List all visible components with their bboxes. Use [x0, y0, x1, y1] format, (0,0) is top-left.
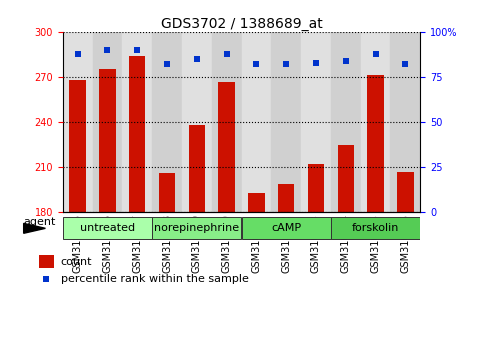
Bar	[99, 69, 115, 212]
Bar	[397, 172, 413, 212]
Bar	[152, 32, 182, 212]
Bar	[63, 217, 152, 239]
Bar	[390, 32, 420, 212]
Point	[193, 56, 201, 62]
Bar	[248, 193, 265, 212]
Point	[104, 47, 112, 53]
Bar	[70, 80, 86, 212]
Bar	[218, 81, 235, 212]
Point	[223, 51, 230, 56]
Polygon shape	[24, 223, 45, 233]
Text: cAMP: cAMP	[271, 223, 301, 233]
Point	[401, 62, 409, 67]
Bar	[308, 164, 324, 212]
Bar	[271, 32, 301, 212]
Bar	[278, 184, 294, 212]
Title: GDS3702 / 1388689_at: GDS3702 / 1388689_at	[161, 17, 322, 31]
Bar	[368, 75, 384, 212]
Bar	[242, 32, 271, 212]
Point	[312, 60, 320, 65]
Bar	[182, 32, 212, 212]
Bar	[212, 32, 242, 212]
Bar	[122, 32, 152, 212]
Text: untreated: untreated	[80, 223, 135, 233]
Point	[42, 276, 50, 282]
Bar	[93, 32, 122, 212]
Bar	[189, 125, 205, 212]
Point	[74, 51, 82, 56]
Bar	[331, 32, 361, 212]
Point	[342, 58, 350, 64]
Point	[282, 62, 290, 67]
Bar	[338, 145, 354, 212]
Text: agent: agent	[24, 217, 56, 227]
Bar	[152, 217, 242, 239]
Point	[133, 47, 141, 53]
Text: count: count	[61, 257, 92, 267]
Point	[372, 51, 380, 56]
Point	[253, 62, 260, 67]
Text: norepinephrine: norepinephrine	[154, 223, 240, 233]
Bar	[242, 217, 331, 239]
Bar	[301, 32, 331, 212]
Text: percentile rank within the sample: percentile rank within the sample	[61, 274, 248, 284]
Bar	[39, 255, 54, 268]
Bar	[159, 173, 175, 212]
Bar	[361, 32, 390, 212]
Point	[163, 62, 171, 67]
Text: forskolin: forskolin	[352, 223, 399, 233]
Bar	[331, 217, 420, 239]
Bar	[63, 32, 93, 212]
Bar	[129, 56, 145, 212]
